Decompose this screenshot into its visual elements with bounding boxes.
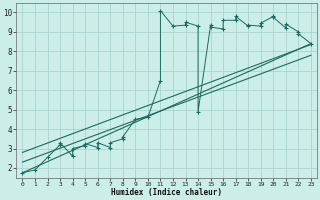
X-axis label: Humidex (Indice chaleur): Humidex (Indice chaleur) [111, 188, 222, 197]
